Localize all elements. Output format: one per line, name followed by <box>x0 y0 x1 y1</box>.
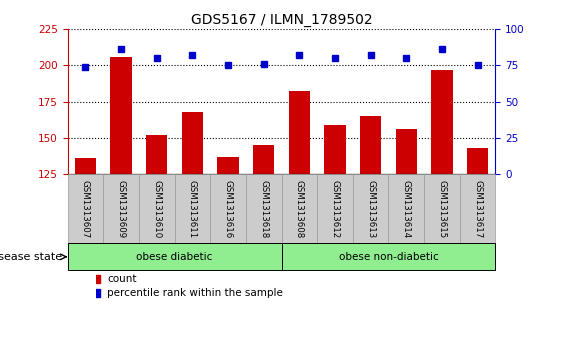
Text: GSM1313609: GSM1313609 <box>117 180 126 238</box>
Bar <box>317 174 353 243</box>
Bar <box>68 174 103 243</box>
Text: obese diabetic: obese diabetic <box>136 252 213 262</box>
Text: count: count <box>107 274 136 284</box>
Text: percentile rank within the sample: percentile rank within the sample <box>107 288 283 298</box>
Text: GSM1313611: GSM1313611 <box>188 180 197 238</box>
Text: obese non-diabetic: obese non-diabetic <box>338 252 439 262</box>
Bar <box>110 57 132 174</box>
Text: GSM1313612: GSM1313612 <box>330 180 339 238</box>
Bar <box>217 157 239 174</box>
Text: GSM1313607: GSM1313607 <box>81 180 90 238</box>
Text: disease state: disease state <box>0 252 62 262</box>
Title: GDS5167 / ILMN_1789502: GDS5167 / ILMN_1789502 <box>191 13 372 26</box>
Bar <box>388 174 424 243</box>
Text: GSM1313617: GSM1313617 <box>473 180 482 238</box>
Bar <box>210 174 246 243</box>
Bar <box>282 243 495 270</box>
Bar <box>246 174 282 243</box>
Bar <box>360 116 381 174</box>
Text: GSM1313614: GSM1313614 <box>402 180 411 238</box>
Bar <box>68 243 282 270</box>
Bar <box>103 174 139 243</box>
Bar <box>282 174 317 243</box>
Bar <box>353 174 388 243</box>
Bar <box>182 112 203 174</box>
Bar <box>431 70 453 174</box>
Text: GSM1313615: GSM1313615 <box>437 180 446 238</box>
Text: GSM1313618: GSM1313618 <box>259 180 268 238</box>
Bar <box>396 129 417 174</box>
Bar <box>289 91 310 174</box>
Bar <box>146 135 167 174</box>
Text: GSM1313608: GSM1313608 <box>295 180 304 238</box>
Text: GSM1313610: GSM1313610 <box>152 180 161 238</box>
Bar <box>175 174 210 243</box>
Bar <box>75 158 96 174</box>
Bar <box>324 125 346 174</box>
Bar <box>424 174 460 243</box>
Text: GSM1313616: GSM1313616 <box>224 180 233 238</box>
Bar <box>460 174 495 243</box>
Text: GSM1313613: GSM1313613 <box>366 180 375 238</box>
Bar <box>467 148 488 174</box>
Bar <box>139 174 175 243</box>
Bar <box>253 145 274 174</box>
